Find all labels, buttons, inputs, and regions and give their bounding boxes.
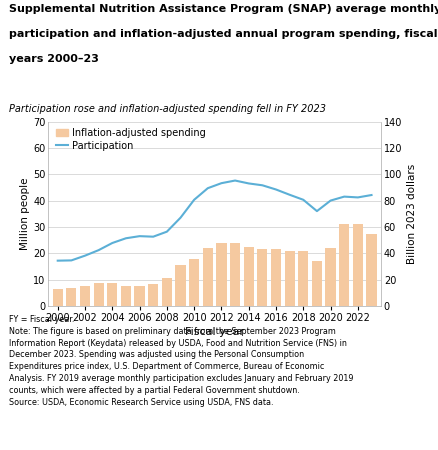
Text: years 2000–23: years 2000–23 — [9, 54, 99, 64]
Y-axis label: Million people: Million people — [20, 177, 30, 250]
Bar — [66, 288, 77, 306]
Bar — [94, 283, 104, 306]
Bar — [80, 286, 90, 306]
Bar — [339, 224, 350, 306]
Bar — [312, 261, 322, 306]
Bar — [216, 243, 226, 306]
Bar — [148, 284, 159, 306]
Text: FY = Fiscal year.
Note: The figure is based on preliminary data from the Septemb: FY = Fiscal year. Note: The figure is ba… — [9, 315, 353, 407]
Bar — [353, 224, 363, 306]
Text: participation and inflation-adjusted annual program spending, fiscal: participation and inflation-adjusted ann… — [9, 29, 437, 39]
Bar — [285, 251, 295, 306]
Text: Supplemental Nutrition Assistance Program (SNAP) average monthly: Supplemental Nutrition Assistance Progra… — [9, 4, 438, 14]
Bar — [107, 283, 117, 306]
Bar — [175, 265, 186, 306]
Bar — [298, 251, 308, 306]
Bar — [121, 286, 131, 306]
Bar — [367, 234, 377, 306]
Bar — [53, 289, 63, 306]
Bar — [257, 249, 268, 306]
Bar — [162, 278, 172, 306]
Bar — [271, 249, 281, 306]
Text: Participation rose and inflation-adjusted spending fell in FY 2023: Participation rose and inflation-adjuste… — [9, 104, 326, 113]
X-axis label: Fiscal year: Fiscal year — [185, 327, 244, 337]
Bar — [244, 247, 254, 306]
Bar — [189, 259, 199, 306]
Bar — [230, 243, 240, 306]
Y-axis label: Billion 2023 dollars: Billion 2023 dollars — [406, 164, 417, 264]
Bar — [134, 286, 145, 306]
Legend: Inflation-adjusted spending, Participation: Inflation-adjusted spending, Participati… — [57, 128, 206, 151]
Bar — [325, 248, 336, 306]
Bar — [203, 248, 213, 306]
